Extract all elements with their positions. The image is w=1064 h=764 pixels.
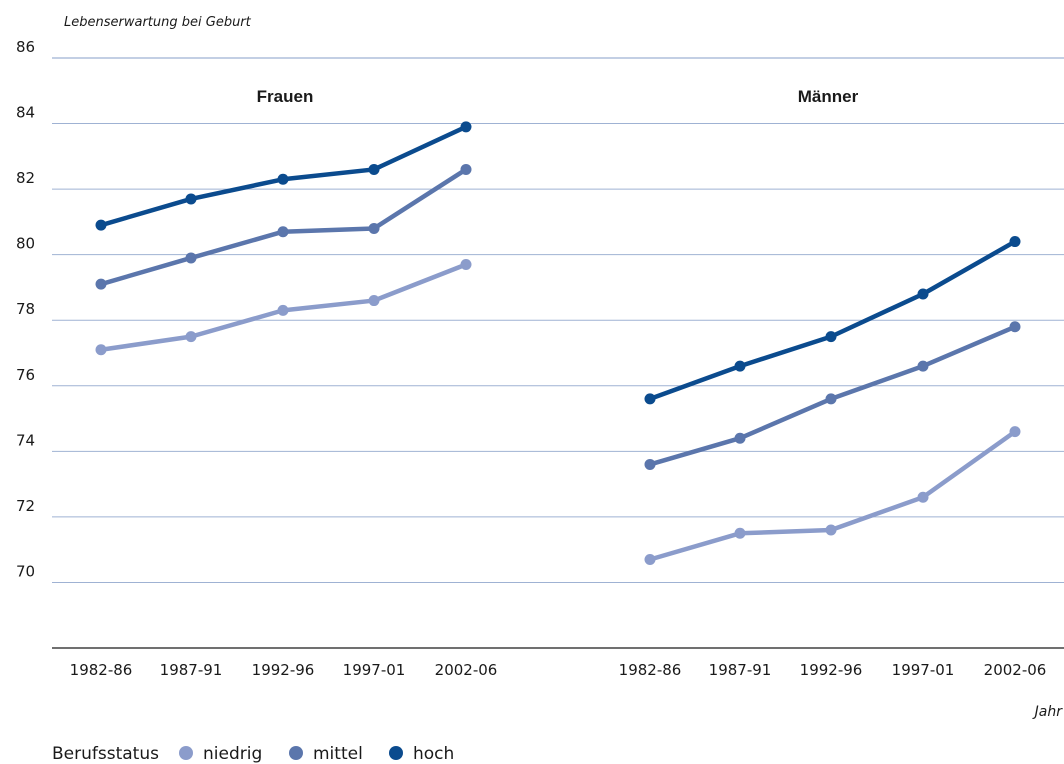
- x-tick-label: 1992-96: [800, 661, 863, 679]
- data-point-hoch: [368, 163, 380, 175]
- panel-title-frauen: Frauen: [257, 87, 314, 106]
- y-tick-label: 74: [16, 431, 35, 449]
- y-ticks: 70 72 74 76 78 80 82 84 86: [16, 38, 35, 580]
- x-tick-label: 2002-06: [435, 661, 498, 679]
- legend-label-niedrig: niedrig: [203, 744, 262, 764]
- legend-title: Berufsstatus: [52, 744, 159, 764]
- y-axis-label: Lebenserwartung bei Geburt: [64, 15, 252, 30]
- data-point-niedrig: [460, 259, 472, 270]
- x-tick-label: 1987-91: [709, 661, 772, 679]
- y-tick-label: 78: [16, 300, 35, 318]
- data-point-niedrig: [368, 295, 380, 307]
- legend-label-mittel: mittel: [313, 744, 363, 764]
- data-point-niedrig: [917, 491, 929, 503]
- x-tick-label: 2002-06: [984, 661, 1047, 679]
- y-tick-label: 84: [16, 104, 35, 122]
- x-tick-label: 1982-86: [619, 661, 682, 679]
- legend-label-hoch: hoch: [413, 744, 454, 764]
- data-point-niedrig: [1009, 426, 1021, 438]
- x-tick-label: 1982-86: [70, 661, 133, 679]
- series: [95, 121, 1021, 565]
- data-point-niedrig: [185, 331, 197, 343]
- data-point-mittel: [277, 226, 289, 238]
- y-tick-label: 76: [16, 366, 35, 384]
- data-point-hoch: [95, 219, 107, 231]
- x-tick-label: 1997-01: [892, 661, 955, 679]
- data-point-hoch: [185, 193, 197, 205]
- grid: [52, 57, 1064, 583]
- data-point-mittel: [460, 163, 472, 175]
- panel-title-maenner: Männer: [798, 87, 859, 106]
- data-point-hoch: [1009, 236, 1021, 248]
- legend: Berufsstatus niedrig mittel hoch: [52, 744, 454, 764]
- data-point-mittel: [368, 222, 380, 234]
- data-point-niedrig: [95, 344, 107, 356]
- x-tick-label: 1987-91: [160, 661, 223, 679]
- data-point-niedrig: [825, 524, 837, 536]
- y-tick-label: 80: [16, 235, 35, 253]
- data-point-hoch: [277, 173, 289, 185]
- legend-marker-hoch: [389, 746, 403, 760]
- y-tick-label: 82: [16, 169, 35, 187]
- data-point-mittel: [734, 432, 746, 444]
- data-point-hoch: [825, 331, 837, 343]
- data-point-mittel: [644, 458, 656, 470]
- y-tick-label: 70: [16, 562, 35, 580]
- y-tick-label: 86: [16, 38, 35, 56]
- x-tick-label: 1992-96: [252, 661, 315, 679]
- data-point-hoch: [917, 288, 929, 300]
- data-point-mittel: [825, 393, 837, 405]
- data-point-mittel: [917, 360, 929, 372]
- data-point-mittel: [185, 252, 197, 264]
- x-axis-label: Jahr: [1032, 704, 1064, 720]
- data-point-hoch: [734, 360, 746, 372]
- data-point-niedrig: [644, 554, 656, 565]
- data-point-mittel: [95, 278, 107, 290]
- x-tick-label: 1997-01: [343, 661, 406, 679]
- legend-marker-niedrig: [179, 746, 193, 760]
- x-ticks: 1982-86 1987-91 1992-96 1997-01 2002-06 1982-…: [70, 661, 1047, 679]
- legend-marker-mittel: [289, 746, 303, 760]
- data-point-hoch: [460, 121, 472, 133]
- data-point-niedrig: [277, 304, 289, 316]
- data-point-mittel: [1009, 321, 1021, 333]
- y-tick-label: 72: [16, 497, 35, 515]
- data-point-hoch: [644, 393, 656, 405]
- data-point-niedrig: [734, 527, 746, 539]
